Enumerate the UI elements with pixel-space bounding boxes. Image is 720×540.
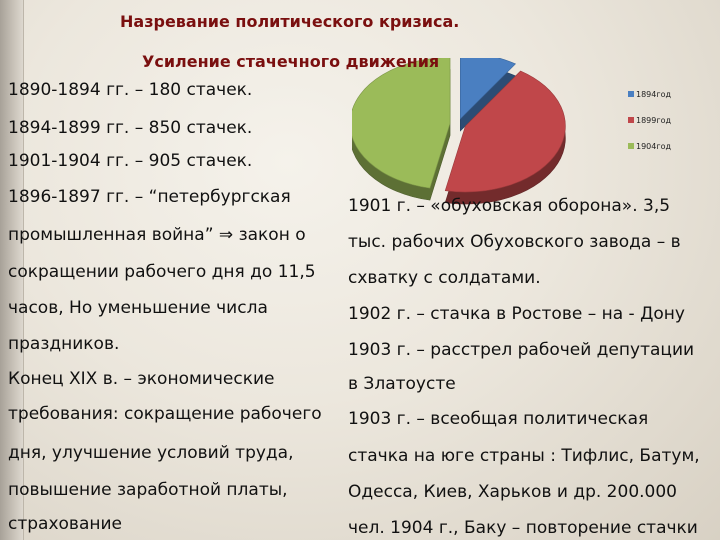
strikes-pie-chart: 1894год 1899год 1904год xyxy=(352,58,671,205)
right-line: 1903 г. – расстрел рабочей депутации xyxy=(348,340,695,360)
left-line: часов, Но уменьшение числа xyxy=(8,298,268,318)
right-line: 1903 г. – всеобщая политическая xyxy=(348,409,649,429)
slide-subtitle: Усиление стачечного движения xyxy=(142,52,440,71)
right-line: тыс. рабочих Обуховского завода – в xyxy=(348,232,681,252)
left-line: дня, улучшение условий труда, xyxy=(8,443,294,463)
left-line: 1901-1904 гг. – 905 стачек. xyxy=(8,151,253,171)
legend-swatch-1899год xyxy=(628,117,634,123)
pie-slice-1904год xyxy=(352,58,451,189)
left-line: 1890-1894 гг. – 180 стачек. xyxy=(8,80,253,100)
right-line: схватку с солдатами. xyxy=(348,268,541,288)
notebook-binding xyxy=(0,0,24,540)
right-line: стачка на юге страны : Тифлис, Батум, xyxy=(348,446,700,466)
right-line: 1902 г. – стачка в Ростове – на - Дону xyxy=(348,304,685,324)
right-line: в Златоусте xyxy=(348,374,456,394)
left-line: сокращении рабочего дня до 11,5 xyxy=(8,262,316,282)
legend-swatch-1904год xyxy=(628,143,634,149)
left-line: требования: сокращение рабочего xyxy=(8,404,322,424)
left-line: повышение заработной платы, xyxy=(8,480,288,500)
left-line: Конец XIX в. – экономические xyxy=(8,369,275,389)
legend-label-1904год: 1904год xyxy=(636,142,671,151)
left-line: 1896-1897 гг. – “петербургская xyxy=(8,187,291,207)
left-line: страхование xyxy=(8,514,122,534)
left-line: 1894-1899 гг. – 850 стачек. xyxy=(8,118,253,138)
legend-label-1894год: 1894год xyxy=(636,90,671,99)
legend-label-1899год: 1899год xyxy=(636,116,671,125)
legend-swatch-1894год xyxy=(628,91,634,97)
right-line: Одесса, Киев, Харьков и др. 200.000 xyxy=(348,482,677,502)
pie-slice-1899год xyxy=(444,70,566,193)
slide-title: Назревание политического кризиса. xyxy=(120,12,460,31)
left-line: промышленная война” ⇒ закон о xyxy=(8,225,306,245)
pie-slice-1894год xyxy=(460,58,517,120)
right-line: чел. 1904 г., Баку – повторение стачки xyxy=(348,518,698,538)
left-line: праздников. xyxy=(8,334,120,354)
right-line: 1901 г. – «обуховская оборона». 3,5 xyxy=(348,196,671,216)
